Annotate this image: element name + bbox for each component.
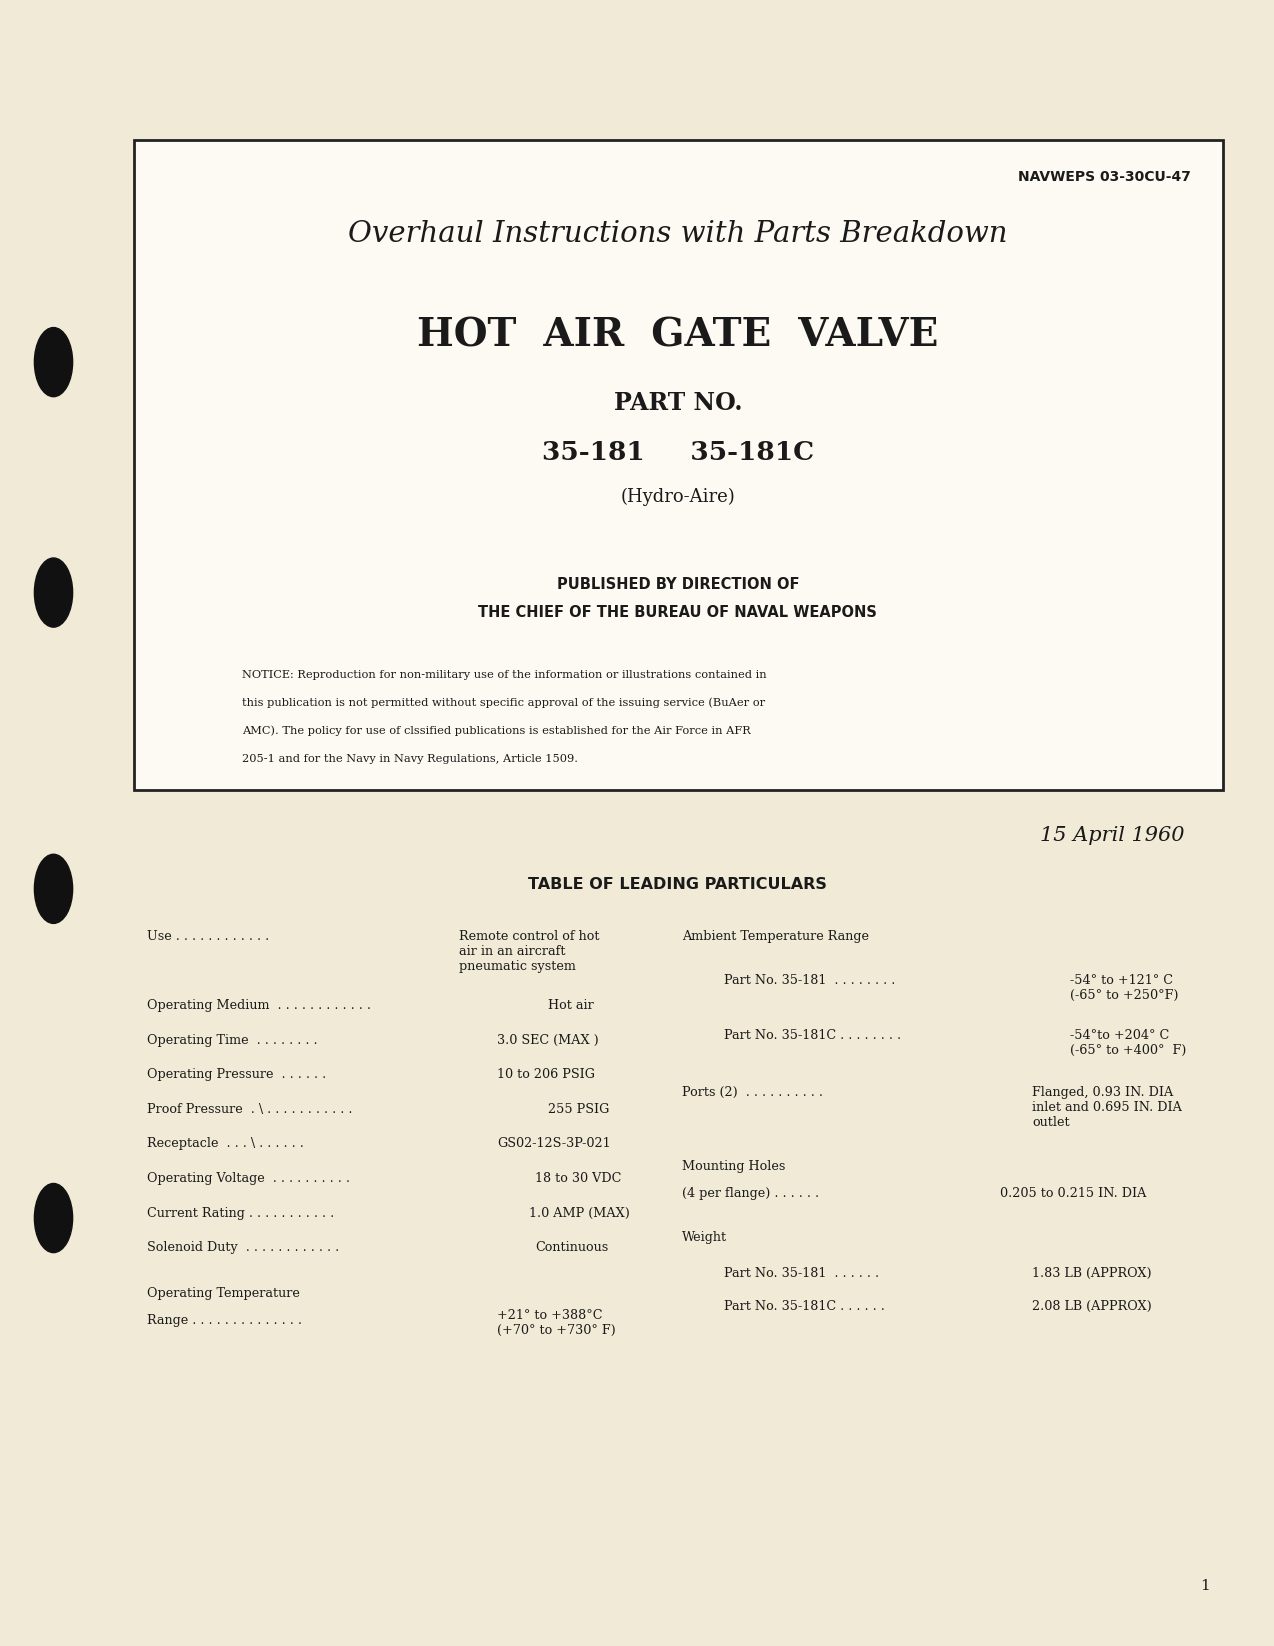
Ellipse shape — [34, 328, 73, 397]
Bar — [134, 140, 1223, 790]
Text: 1.83 LB (APPROX): 1.83 LB (APPROX) — [1032, 1267, 1152, 1281]
Text: 1.0 AMP (MAX): 1.0 AMP (MAX) — [529, 1207, 629, 1220]
Text: Operating Voltage  . . . . . . . . . .: Operating Voltage . . . . . . . . . . — [147, 1172, 349, 1185]
Text: Ports (2)  . . . . . . . . . .: Ports (2) . . . . . . . . . . — [682, 1086, 823, 1100]
Text: Current Rating . . . . . . . . . . .: Current Rating . . . . . . . . . . . — [147, 1207, 334, 1220]
Text: NAVWEPS 03-30CU-47: NAVWEPS 03-30CU-47 — [1018, 170, 1191, 184]
Text: 3.0 SEC (MAX ): 3.0 SEC (MAX ) — [497, 1034, 599, 1047]
Text: Remote control of hot
air in an aircraft
pneumatic system: Remote control of hot air in an aircraft… — [459, 930, 599, 973]
Text: 2.08 LB (APPROX): 2.08 LB (APPROX) — [1032, 1300, 1152, 1314]
Text: Operating Time  . . . . . . . .: Operating Time . . . . . . . . — [147, 1034, 317, 1047]
Text: Weight: Weight — [682, 1231, 726, 1244]
Text: 0.205 to 0.215 IN. DIA: 0.205 to 0.215 IN. DIA — [1000, 1187, 1147, 1200]
Text: TABLE OF LEADING PARTICULARS: TABLE OF LEADING PARTICULARS — [529, 877, 827, 892]
Text: Proof Pressure  . \ . . . . . . . . . . .: Proof Pressure . \ . . . . . . . . . . . — [147, 1103, 352, 1116]
Text: Ambient Temperature Range: Ambient Temperature Range — [682, 930, 869, 943]
Text: Mounting Holes: Mounting Holes — [682, 1160, 785, 1174]
Text: Operating Medium  . . . . . . . . . . . .: Operating Medium . . . . . . . . . . . . — [147, 999, 371, 1012]
Text: +21° to +388°C
(+70° to +730° F): +21° to +388°C (+70° to +730° F) — [497, 1309, 615, 1337]
Text: Part No. 35-181C . . . . . . . .: Part No. 35-181C . . . . . . . . — [724, 1029, 901, 1042]
Ellipse shape — [34, 1183, 73, 1253]
Text: NOTICE: Reproduction for non-military use of the information or illustrations co: NOTICE: Reproduction for non-military us… — [242, 670, 767, 680]
Text: -54°to +204° C
(-65° to +400°  F): -54°to +204° C (-65° to +400° F) — [1070, 1029, 1186, 1057]
Text: PART NO.: PART NO. — [614, 392, 741, 415]
Text: THE CHIEF OF THE BUREAU OF NAVAL WEAPONS: THE CHIEF OF THE BUREAU OF NAVAL WEAPONS — [478, 604, 878, 621]
Text: 15 April 1960: 15 April 1960 — [1041, 826, 1185, 846]
Text: Flanged, 0.93 IN. DIA
inlet and 0.695 IN. DIA
outlet: Flanged, 0.93 IN. DIA inlet and 0.695 IN… — [1032, 1086, 1182, 1129]
Text: this publication is not permitted without specific approval of the issuing servi: this publication is not permitted withou… — [242, 698, 766, 708]
Text: 10 to 206 PSIG: 10 to 206 PSIG — [497, 1068, 595, 1081]
Text: AMC). The policy for use of clssified publications is established for the Air Fo: AMC). The policy for use of clssified pu… — [242, 726, 750, 736]
Text: Part No. 35-181C . . . . . .: Part No. 35-181C . . . . . . — [724, 1300, 884, 1314]
Text: Receptacle  . . . \ . . . . . .: Receptacle . . . \ . . . . . . — [147, 1137, 303, 1151]
Text: 35-181     35-181C: 35-181 35-181C — [541, 439, 814, 466]
Ellipse shape — [34, 854, 73, 923]
Text: Use . . . . . . . . . . . .: Use . . . . . . . . . . . . — [147, 930, 269, 943]
Text: Hot air: Hot air — [548, 999, 594, 1012]
Text: (Hydro-Aire): (Hydro-Aire) — [620, 487, 735, 507]
Text: Operating Pressure  . . . . . .: Operating Pressure . . . . . . — [147, 1068, 326, 1081]
Text: -54° to +121° C
(-65° to +250°F): -54° to +121° C (-65° to +250°F) — [1070, 974, 1178, 1002]
Text: Overhaul Instructions with Parts Breakdown: Overhaul Instructions with Parts Breakdo… — [348, 219, 1008, 249]
Ellipse shape — [34, 558, 73, 627]
Text: 1: 1 — [1200, 1579, 1210, 1593]
Text: 255 PSIG: 255 PSIG — [548, 1103, 609, 1116]
Text: Range . . . . . . . . . . . . . .: Range . . . . . . . . . . . . . . — [147, 1314, 302, 1327]
Text: PUBLISHED BY DIRECTION OF: PUBLISHED BY DIRECTION OF — [557, 576, 799, 593]
Text: Continuous: Continuous — [535, 1241, 608, 1254]
Text: 18 to 30 VDC: 18 to 30 VDC — [535, 1172, 622, 1185]
Text: GS02-12S-3P-021: GS02-12S-3P-021 — [497, 1137, 610, 1151]
Text: Solenoid Duty  . . . . . . . . . . . .: Solenoid Duty . . . . . . . . . . . . — [147, 1241, 339, 1254]
Text: Operating Temperature: Operating Temperature — [147, 1287, 299, 1300]
Text: 205-1 and for the Navy in Navy Regulations, Article 1509.: 205-1 and for the Navy in Navy Regulatio… — [242, 754, 578, 764]
Text: Part No. 35-181  . . . . . . . .: Part No. 35-181 . . . . . . . . — [724, 974, 896, 988]
Text: Part No. 35-181  . . . . . .: Part No. 35-181 . . . . . . — [724, 1267, 879, 1281]
Text: HOT  AIR  GATE  VALVE: HOT AIR GATE VALVE — [417, 316, 939, 356]
Text: (4 per flange) . . . . . .: (4 per flange) . . . . . . — [682, 1187, 819, 1200]
